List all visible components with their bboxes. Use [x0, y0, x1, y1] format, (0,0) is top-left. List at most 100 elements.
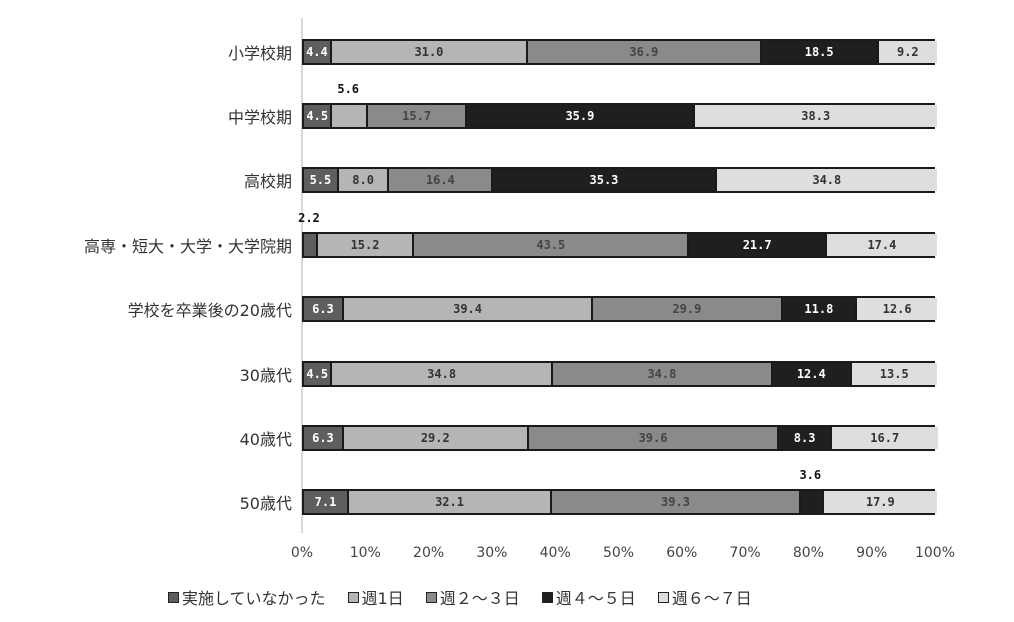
value-label: 4.4 — [306, 45, 328, 59]
value-label: 4.5 — [306, 109, 329, 123]
value-label: 12.6 — [882, 302, 912, 316]
value-callout: 3.6 — [799, 468, 822, 482]
bar-segment — [304, 234, 318, 256]
x-tick-label: 70% — [729, 545, 761, 561]
value-label: 36.9 — [629, 45, 659, 59]
legend-swatch-icon — [657, 591, 669, 603]
bar-segment: 39.4 — [343, 298, 594, 320]
bar-segment: 39.6 — [528, 427, 780, 449]
legend-item: 週４～５日 — [541, 585, 636, 609]
legend-swatch-icon — [425, 591, 437, 603]
bar-segment: 35.3 — [493, 169, 717, 191]
legend-swatch-icon — [347, 591, 359, 603]
value-label: 5.5 — [309, 173, 332, 187]
value-callout: 2.2 — [298, 211, 320, 225]
category-label: 小学校期 — [227, 44, 292, 63]
stacked-bar: 4.5 34.8 34.8 12.4 13.5 — [302, 361, 937, 387]
value-label: 16.4 — [425, 173, 455, 187]
category-label: 中学校期 — [227, 108, 292, 127]
value-label: 18.5 — [804, 45, 834, 59]
bar-segment: 39.3 — [552, 491, 801, 513]
x-tick-label: 90% — [856, 545, 888, 561]
bar-segment: 18.5 — [761, 41, 879, 63]
bar-segment: 36.9 — [528, 41, 762, 63]
bar-segment: 11.8 — [782, 298, 858, 320]
bar-segment: 15.7 — [367, 105, 468, 127]
value-label: 35.9 — [565, 109, 595, 123]
value-label: 32.1 — [435, 495, 464, 509]
bar-segment: 7.1 — [304, 491, 349, 513]
value-label: 39.4 — [453, 302, 483, 316]
value-label: 15.2 — [350, 238, 380, 252]
legend-item: 週２～３日 — [425, 585, 520, 609]
bar-segment: 9.2 — [878, 41, 937, 63]
value-label: 13.5 — [879, 367, 909, 381]
stacked-bar: 7.1 32.1 39.3 17.9 — [302, 489, 937, 515]
value-label: 29.2 — [420, 431, 450, 445]
value-label: 6.3 — [312, 302, 334, 316]
legend-item: 週６～７日 — [657, 585, 752, 609]
x-tick-label: 20% — [413, 545, 445, 561]
bar-segment: 5.5 — [304, 169, 339, 191]
legend: 実施していなかった 週1日 週２～３日 週４～５日 週６～７日 — [168, 585, 752, 609]
value-label: 7.1 — [314, 495, 337, 509]
bar-segment: 16.4 — [389, 169, 494, 191]
bar-segment: 35.9 — [467, 105, 695, 127]
value-label: 21.7 — [742, 238, 772, 252]
value-label: 16.7 — [870, 431, 900, 445]
bar-segment: 16.7 — [831, 427, 938, 449]
y-axis-line — [301, 18, 303, 533]
legend-label: 週1日 — [361, 589, 404, 608]
value-label: 17.9 — [865, 495, 895, 509]
value-callout: 5.6 — [337, 82, 360, 96]
value-label: 12.4 — [796, 367, 826, 381]
legend-label: 週２～３日 — [439, 589, 520, 608]
x-tick-label: 50% — [602, 545, 635, 561]
bar-segment: 8.0 — [338, 169, 390, 191]
bar-segment: 29.9 — [593, 298, 783, 320]
stacked-bar: 4.5 15.7 35.9 38.3 — [302, 103, 937, 129]
category-label: 高専・短大・大学・大学院期 — [83, 237, 292, 256]
bar-segment — [332, 105, 368, 127]
bar-segment: 34.8 — [332, 363, 553, 385]
value-label: 11.8 — [804, 302, 834, 316]
legend-swatch-icon — [541, 591, 553, 603]
bar-segment: 17.4 — [826, 234, 937, 256]
value-label: 17.4 — [867, 238, 897, 252]
bar-segment: 34.8 — [552, 363, 774, 385]
bar-segment: 32.1 — [348, 491, 553, 513]
legend-item: 実施していなかった — [168, 585, 326, 609]
bar-segment: 12.4 — [773, 363, 852, 385]
bar-segment: 4.4 — [304, 41, 332, 63]
value-label: 8.3 — [793, 431, 816, 445]
bar-segment: 15.2 — [317, 234, 415, 256]
bar-segment — [800, 491, 824, 513]
value-label: 4.5 — [306, 367, 329, 381]
bar-segment: 17.9 — [823, 491, 937, 513]
stacked-bar: 6.3 39.4 29.9 11.8 12.6 — [302, 296, 937, 322]
legend-label: 実施していなかった — [182, 589, 326, 608]
value-label: 29.9 — [672, 302, 702, 316]
x-tick-label: 0% — [290, 545, 314, 561]
category-label: 高校期 — [243, 172, 292, 191]
value-label: 9.2 — [896, 45, 919, 59]
value-label: 34.8 — [427, 367, 457, 381]
stacked-bar: 5.5 8.0 16.4 35.3 34.8 — [302, 167, 937, 193]
legend-swatch-icon — [168, 591, 179, 603]
value-label: 39.3 — [661, 495, 690, 509]
value-label: 43.5 — [536, 238, 566, 252]
x-tick-label: 40% — [539, 545, 571, 561]
x-tick-label: 10% — [349, 545, 381, 561]
legend-label: 週６～７日 — [671, 589, 752, 608]
bar-segment: 12.6 — [857, 298, 937, 320]
stacked-bar: 4.4 31.0 36.9 18.5 9.2 — [302, 39, 937, 65]
bar-segment: 8.3 — [779, 427, 832, 449]
value-label: 31.0 — [414, 45, 444, 59]
bar-segment: 6.3 — [304, 298, 344, 320]
category-label: 学校を卒業後の20歳代 — [127, 301, 292, 320]
bar-segment: 34.8 — [716, 169, 937, 191]
value-label: 6.3 — [312, 431, 334, 445]
category-label: 50歳代 — [239, 494, 292, 513]
legend-item: 週1日 — [347, 585, 404, 609]
value-label: 15.7 — [402, 109, 432, 123]
